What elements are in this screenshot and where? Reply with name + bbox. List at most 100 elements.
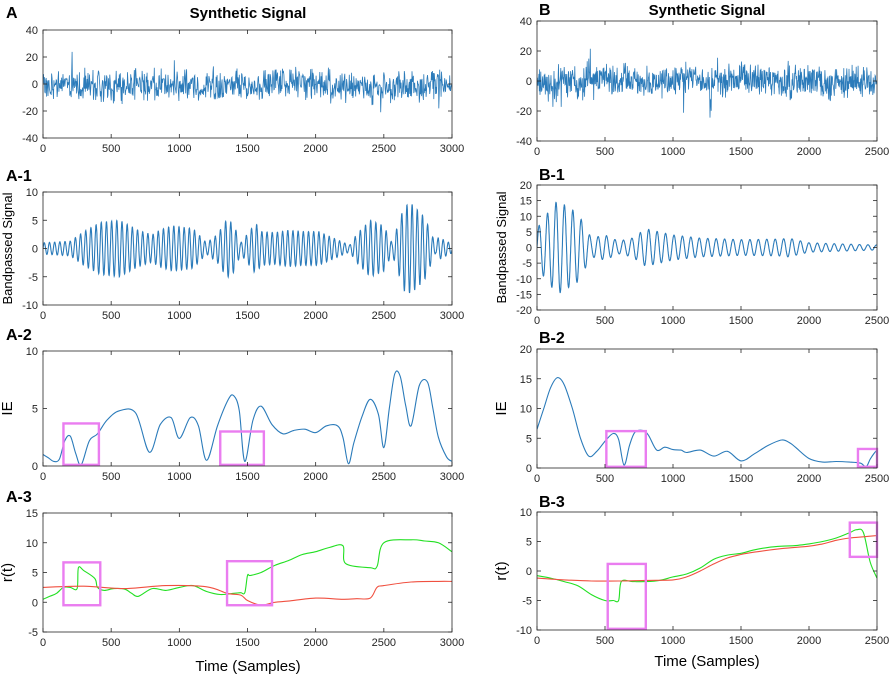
chart-a3-xtick-label: 1000 — [167, 637, 191, 649]
chart-b1-series-bandpassed-line — [537, 201, 877, 294]
chart-a3-xtick-label: 1500 — [235, 637, 259, 649]
chart-b3-xtick-label: 0 — [534, 635, 540, 647]
chart-b1-ytick-label: 10 — [520, 211, 532, 223]
chart-a2-xtick-label: 2000 — [303, 471, 327, 483]
chart-b2-ytick-label: 15 — [520, 374, 532, 386]
chart-a3-ytick-label: 15 — [26, 508, 38, 520]
chart-a1-xtick-label: 2000 — [303, 310, 327, 322]
chart-b2-axes-frame — [536, 348, 878, 469]
chart-b2-xtick-label: 2000 — [797, 473, 821, 485]
chart-b3-axes-frame — [536, 511, 878, 631]
chart-a3-panel-label: A-3 — [6, 489, 32, 506]
chart-a2-xtick-label: 3000 — [440, 471, 464, 483]
chart-b3-highlight-box-2 — [848, 521, 879, 559]
chart-b1-xtick-label: 500 — [596, 315, 614, 327]
chart-b1-ytick-label: -5 — [522, 258, 532, 270]
chart-b1-ytick-label: 15 — [520, 196, 532, 208]
chart-a-panel-label: A — [6, 5, 18, 22]
chart-a2-ytick-label: 10 — [26, 346, 38, 358]
chart-b1-xtick-label: 1000 — [661, 315, 685, 327]
chart-a3-xtick-label: 3000 — [440, 637, 464, 649]
chart-a3-series-red-line — [43, 580, 452, 606]
chart-a3-series-green-line — [43, 539, 452, 600]
chart-a-ytick-label: 40 — [26, 25, 38, 37]
chart-a3-ytick-label: 10 — [26, 538, 38, 550]
chart-a2-highlight-box-2 — [219, 430, 266, 467]
chart-a-title: Synthetic Signal — [190, 5, 307, 22]
chart-a2-ylabel: IE — [0, 401, 16, 415]
chart-b3-ytick-label: 10 — [520, 507, 532, 519]
chart-b-title: Synthetic Signal — [649, 2, 766, 19]
chart-a1-xtick-label: 1500 — [235, 310, 259, 322]
chart-a3-panel: 0 500 1000 1500 2000 2500 3000151050-5A-3r(t)T… — [0, 489, 464, 675]
chart-b3-panel-label: B-3 — [539, 494, 565, 511]
chart-b3-xtick-label: 2000 — [797, 635, 821, 647]
chart-b-xtick-label: 0 — [534, 146, 540, 158]
chart-b2-ylabel: IE — [493, 401, 510, 415]
chart-a-xtick-label: 1500 — [235, 143, 259, 155]
chart-b-ytick-label: 20 — [520, 46, 532, 58]
chart-b3-ytick-label: -5 — [522, 596, 532, 608]
chart-b1-xtick-label: 1500 — [729, 315, 753, 327]
chart-b1-ytick-label: -10 — [516, 274, 532, 286]
chart-b-series-signal-line — [537, 48, 877, 118]
chart-b2-series-IE-line — [537, 376, 877, 468]
chart-b1-ytick-label: 20 — [520, 180, 532, 192]
chart-a1-ytick-label: -10 — [22, 300, 38, 312]
chart-a2-xtick-label: 1000 — [167, 471, 191, 483]
chart-b2-ytick-label: 20 — [520, 344, 532, 356]
chart-a2-ytick-label: 5 — [32, 404, 38, 416]
chart-a1-xtick-label: 500 — [102, 310, 120, 322]
chart-b-xtick-label: 2000 — [797, 146, 821, 158]
chart-a3-xlabel: Time (Samples) — [195, 658, 300, 675]
chart-a2-panel-label: A-2 — [6, 327, 32, 344]
chart-a-xtick-label: 1000 — [167, 143, 191, 155]
chart-b3-xtick-label: 1000 — [661, 635, 685, 647]
chart-a3-highlight-box-2 — [225, 559, 274, 607]
chart-a1-panel-label: A-1 — [6, 168, 32, 185]
chart-a1-xtick-label: 3000 — [440, 310, 464, 322]
chart-a3-xtick-label: 2500 — [372, 637, 396, 649]
chart-b-panel: 0 500 1000 1500 2000 2500 40 20 0 -20 -40 B Syntheti… — [516, 2, 889, 158]
chart-b2-highlight-box-1 — [605, 429, 647, 469]
chart-b2-panel-label: B-2 — [539, 330, 565, 347]
chart-a1-panel: 0 500 1000 1500 2000 2500 3000 10 5 0 -5 -10 A-1 Band… — [0, 168, 464, 322]
chart-b3-xlabel: Time (Samples) — [654, 653, 759, 670]
chart-b1-ytick-label: 0 — [526, 243, 532, 255]
chart-a-ytick-label: -20 — [22, 106, 38, 118]
chart-a-panel: 0 500 1000 1500 2000 2500 3000 40 20 0 -20 -40 A Synt… — [6, 5, 464, 155]
chart-b3-xtick-label: 1500 — [729, 635, 753, 647]
chart-a1-xtick-label: 1000 — [167, 310, 191, 322]
chart-a1-ytick-label: -5 — [28, 272, 38, 284]
chart-a1-ylabel: Bandpassed Signal — [0, 192, 15, 304]
chart-b-ytick-label: 0 — [526, 76, 532, 88]
chart-a2-series-IE-line — [43, 370, 452, 466]
chart-b1-ytick-label: 5 — [526, 227, 532, 239]
chart-b3-series-red-line — [537, 535, 877, 582]
chart-b-panel-label: B — [539, 2, 551, 19]
chart-b-xtick-label: 1500 — [729, 146, 753, 158]
chart-b-ytick-label: -40 — [516, 136, 532, 148]
chart-a2-xtick-label: 2500 — [372, 471, 396, 483]
chart-b2-xtick-label: 0 — [534, 473, 540, 485]
chart-a2-panel: 0 500 1000 1500 2000 2500 3000 10 5 0 A-2 IE — [0, 327, 464, 483]
chart-b-xtick-label: 2500 — [865, 146, 889, 158]
chart-b3-panel: 0 500 1000 1500 2000 2500 10 5 0 -5 -10 B-3 r(t) Time… — [493, 494, 889, 670]
chart-b1-ytick-label: -15 — [516, 289, 532, 301]
chart-b-xtick-label: 1000 — [661, 146, 685, 158]
chart-a2-xtick-label: 500 — [102, 471, 120, 483]
chart-a-xtick-label: 2500 — [372, 143, 396, 155]
chart-b1-xtick-label: 2000 — [797, 315, 821, 327]
chart-b2-xtick-label: 2500 — [865, 473, 889, 485]
chart-a3-highlight-box-1 — [62, 561, 102, 607]
chart-b3-ytick-label: -10 — [516, 625, 532, 637]
chart-b2-ytick-label: 0 — [526, 463, 532, 475]
chart-b3-ytick-label: 5 — [526, 537, 532, 549]
chart-a1-ytick-label: 10 — [26, 187, 38, 199]
chart-b2-panel: 0 500 1000 1500 2000 2500 20 15 10 5 0 B-2 IE — [493, 330, 889, 485]
chart-a-series-signal-line — [43, 51, 452, 113]
chart-a2-xtick-label: 0 — [40, 471, 46, 483]
chart-a3-xtick-label: 0 — [40, 637, 46, 649]
chart-a2-highlight-box-1 — [62, 422, 101, 467]
chart-b2-xtick-label: 1000 — [661, 473, 685, 485]
